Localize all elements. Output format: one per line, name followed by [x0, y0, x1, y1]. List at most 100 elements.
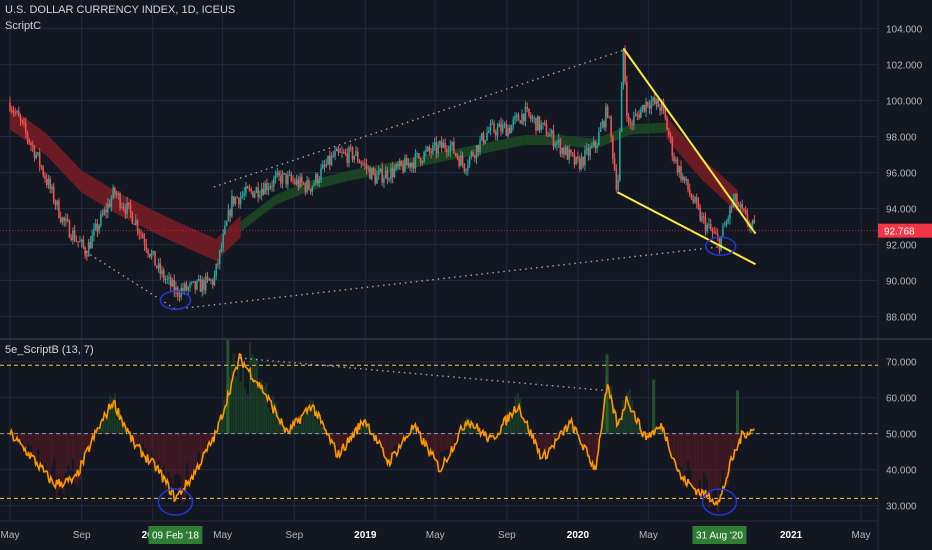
- candle-body: [751, 220, 754, 225]
- candle-body: [315, 173, 317, 184]
- histogram-bar-bull: [276, 411, 279, 434]
- candle-body: [273, 178, 275, 187]
- histogram-bar-bull: [358, 428, 361, 434]
- candle-body: [206, 276, 209, 279]
- candle-body: [671, 137, 674, 157]
- candle-body: [699, 207, 702, 221]
- oscillator-circle-annotation: [157, 488, 194, 516]
- candle-body: [220, 247, 223, 251]
- candle-body: [169, 277, 172, 287]
- histogram-bar-bear: [717, 433, 720, 513]
- histogram-bar-bear: [430, 433, 433, 455]
- candle-body: [695, 197, 698, 203]
- candle-body: [667, 130, 670, 136]
- histogram-bar-bear: [486, 433, 489, 437]
- candle-body: [24, 123, 27, 133]
- histogram-bar-bear: [339, 433, 342, 453]
- candle-body: [654, 97, 656, 104]
- candle-body: [543, 122, 546, 124]
- histogram-bar-bear: [388, 433, 391, 464]
- candle-body: [681, 176, 684, 180]
- candle-body: [114, 187, 116, 194]
- candle-body: [615, 169, 618, 190]
- candle-body: [487, 130, 490, 133]
- histogram-bar-bull: [638, 426, 641, 434]
- candle-body: [687, 179, 689, 190]
- histogram-bar-bear: [551, 433, 554, 440]
- candle-body: [475, 145, 478, 159]
- candle-body: [432, 144, 434, 153]
- candle-body: [514, 116, 516, 120]
- histogram-bar-bear: [27, 433, 30, 445]
- candle-body: [515, 114, 518, 117]
- candle-body: [402, 165, 404, 172]
- candle-body: [355, 151, 357, 156]
- histogram-bar-bear: [55, 433, 58, 498]
- candle-body: [98, 225, 100, 232]
- histogram-bar-bull: [360, 426, 363, 434]
- histogram-bar-bear: [728, 433, 731, 474]
- candle-body: [173, 280, 176, 293]
- candle-body: [217, 263, 219, 265]
- candle-body: [554, 144, 556, 147]
- candle-body: [447, 151, 450, 153]
- candle-body: [624, 49, 626, 82]
- histogram-bar-bull: [221, 416, 224, 434]
- histogram-bar-bear: [32, 433, 35, 455]
- candle-body: [744, 210, 747, 214]
- histogram-bar-bear: [88, 433, 91, 446]
- candle-body: [332, 155, 335, 157]
- candle-body: [446, 148, 448, 153]
- histogram-bar-bear: [160, 433, 163, 471]
- candle-body: [622, 49, 625, 87]
- candle-body: [383, 178, 385, 183]
- candles: [9, 45, 756, 302]
- candle-body: [341, 152, 343, 154]
- histogram-bar-bull: [111, 398, 114, 434]
- candle-body: [708, 224, 710, 226]
- histogram-bar-bear: [456, 433, 459, 439]
- candle-body: [31, 145, 34, 147]
- candle-body: [175, 287, 177, 293]
- histogram-bar-bull: [300, 422, 303, 434]
- candle-body: [164, 279, 167, 281]
- candle-body: [692, 199, 695, 203]
- candle-body: [494, 132, 497, 136]
- candle-body: [737, 206, 740, 208]
- candle-body: [147, 249, 149, 254]
- candle-body: [505, 124, 508, 136]
- candle-body: [162, 270, 165, 280]
- candle-body: [620, 86, 623, 133]
- oscillator-title[interactable]: 5e_ScriptB (13, 7): [5, 344, 94, 356]
- time-tick-label: May: [852, 530, 871, 541]
- histogram-bar-bull: [498, 430, 501, 434]
- histogram-bar-bull: [316, 410, 319, 434]
- candle-body: [601, 121, 604, 128]
- histogram-bar-bull: [474, 426, 477, 434]
- candle-body: [640, 109, 642, 118]
- candle-body: [204, 276, 207, 291]
- histogram-bar-bear: [78, 433, 81, 480]
- candle-body: [190, 282, 193, 284]
- histogram-bar-bear: [211, 433, 214, 438]
- candle-body: [465, 170, 467, 172]
- histogram-bar-bear: [442, 433, 445, 452]
- histogram-bar-bear: [197, 433, 200, 452]
- histogram-bar-bull: [519, 398, 522, 434]
- candle-body: [363, 163, 366, 165]
- dotted-trendline: [213, 49, 624, 188]
- candle-body: [460, 155, 462, 167]
- histogram-bar-bull: [281, 421, 284, 434]
- candle-body: [474, 155, 476, 159]
- candle-body: [213, 275, 216, 285]
- candle-body: [669, 135, 672, 138]
- histogram-bar-bear: [391, 433, 394, 460]
- candle-body: [388, 179, 390, 181]
- histogram-bar-bull: [509, 418, 512, 434]
- overlay-indicator-label[interactable]: ScriptC: [5, 20, 42, 32]
- candle-body: [486, 132, 488, 141]
- histogram-bar-bull: [512, 416, 515, 434]
- candle-body: [528, 108, 530, 116]
- histogram-bar-bear: [493, 433, 496, 436]
